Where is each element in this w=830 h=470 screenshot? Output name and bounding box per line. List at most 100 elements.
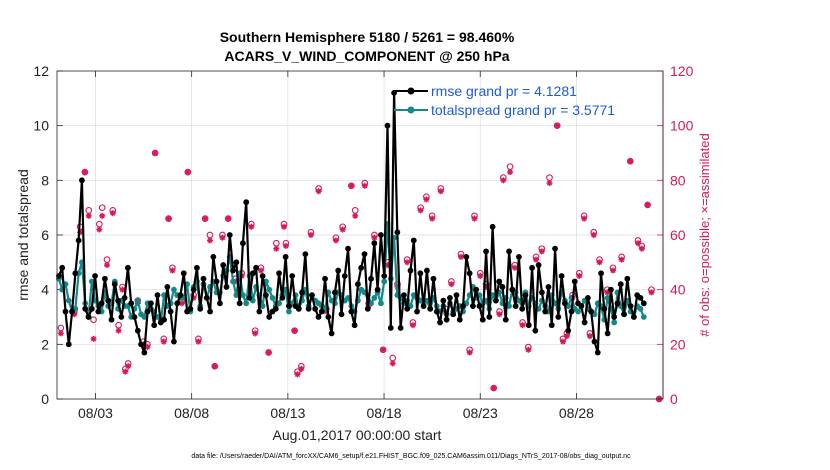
asterisk-stroke bbox=[71, 311, 77, 317]
rmse-point bbox=[108, 316, 115, 323]
obs-assimilated-point bbox=[511, 264, 518, 271]
obs-assimilated-point bbox=[273, 245, 280, 252]
asterisk-stroke bbox=[82, 169, 88, 175]
legend-rmse-marker bbox=[407, 87, 415, 95]
totalspread-point bbox=[266, 286, 273, 293]
obs-assimilated-point bbox=[169, 267, 176, 274]
asterisk-stroke bbox=[500, 177, 506, 183]
left-tick-label: 4 bbox=[41, 282, 49, 298]
rmse-point bbox=[276, 270, 282, 277]
left-tick-label: 6 bbox=[41, 227, 49, 243]
obs-assimilated-point bbox=[248, 223, 255, 230]
asterisk-stroke bbox=[627, 158, 633, 164]
obs-assimilated-point bbox=[165, 215, 172, 222]
rmse-point bbox=[535, 262, 542, 268]
rmse-point bbox=[154, 292, 161, 299]
rmse-point bbox=[335, 267, 342, 274]
rmse-point bbox=[578, 303, 585, 309]
rmse-point bbox=[611, 314, 618, 320]
rmse-point bbox=[466, 270, 473, 277]
rmse-point bbox=[394, 229, 401, 236]
asterisk-stroke bbox=[496, 311, 503, 317]
rmse-point bbox=[141, 349, 148, 356]
rmse-point bbox=[381, 273, 388, 279]
obs-assimilated-point bbox=[332, 237, 339, 244]
asterisk-stroke bbox=[125, 363, 131, 369]
totalspread-point bbox=[371, 294, 378, 301]
rmse-point bbox=[338, 311, 345, 318]
asterisk-stroke bbox=[90, 336, 97, 342]
rmse-point bbox=[174, 300, 181, 307]
obs-assimilated-point bbox=[477, 273, 484, 279]
rmse-point bbox=[384, 122, 391, 129]
obs-assimilated-point bbox=[85, 212, 92, 219]
totalspread-point bbox=[381, 278, 388, 285]
left-tick-label: 12 bbox=[33, 63, 49, 79]
obs-assimilated-point bbox=[361, 182, 368, 189]
obs-assimilated-point bbox=[634, 240, 641, 247]
obs-assimilated-point bbox=[500, 177, 507, 184]
right-tick-label: 40 bbox=[670, 282, 686, 298]
rmse-point bbox=[499, 284, 506, 290]
totalspread-point bbox=[276, 300, 282, 307]
asterisk-stroke bbox=[610, 267, 616, 274]
rmse-point bbox=[233, 259, 240, 266]
x-axis-label: Aug.01,2017 00:00:00 start bbox=[273, 427, 442, 443]
rmse-point bbox=[295, 305, 302, 312]
asterisk-stroke bbox=[273, 246, 279, 252]
rmse-point bbox=[621, 311, 627, 318]
asterisk-stroke bbox=[533, 257, 539, 263]
rmse-point bbox=[378, 232, 384, 238]
rmse-point bbox=[624, 275, 631, 282]
rmse-point bbox=[144, 308, 151, 315]
obs-assimilated-point bbox=[563, 333, 570, 340]
left-tick-label: 0 bbox=[41, 391, 49, 407]
obs-assimilated-point bbox=[206, 237, 213, 244]
asterisk-stroke bbox=[281, 224, 287, 230]
plot-frame bbox=[56, 70, 664, 400]
rmse-point bbox=[289, 273, 296, 279]
y-axis-label-left: rmse and totalspread bbox=[15, 169, 31, 301]
rmse-point bbox=[506, 248, 512, 255]
obs-assimilated-point bbox=[490, 385, 497, 392]
chart-title-line1: Southern Hemisphere 5180 / 5261 = 98.460… bbox=[220, 29, 515, 45]
asterisk-stroke bbox=[348, 183, 354, 189]
rmse-point bbox=[371, 240, 378, 247]
rmse-point bbox=[243, 199, 250, 206]
asterisk-stroke bbox=[179, 300, 185, 306]
asterisk-stroke bbox=[291, 328, 298, 334]
obs-assimilated-point bbox=[160, 338, 167, 345]
rmse-point bbox=[69, 308, 75, 315]
rmse-point bbox=[187, 305, 194, 312]
asterisk-stroke bbox=[491, 385, 497, 391]
rmse-point bbox=[72, 270, 79, 277]
rmse-point bbox=[562, 300, 568, 307]
obs-assimilated-point bbox=[265, 349, 272, 356]
asterisk-stroke bbox=[576, 273, 582, 279]
obs-assimilated-point bbox=[380, 346, 387, 353]
rmse-point bbox=[315, 314, 322, 320]
rmse-point bbox=[407, 267, 414, 274]
asterisk-stroke bbox=[258, 267, 264, 274]
rmse-point bbox=[345, 245, 351, 252]
rmse-point bbox=[236, 300, 243, 307]
rmse-point bbox=[118, 314, 125, 320]
rmse-point bbox=[397, 325, 404, 331]
obs-assimilated-point bbox=[115, 327, 122, 334]
rmse-point bbox=[588, 308, 595, 315]
rmse-point bbox=[256, 308, 263, 315]
left-axis-ticks: 0 2 4 6 8 10 12 bbox=[33, 63, 63, 407]
rmse-point bbox=[522, 292, 529, 299]
totalspread-point bbox=[134, 297, 141, 304]
totalspread-point bbox=[286, 308, 292, 315]
asterisk-stroke bbox=[619, 257, 625, 263]
asterisk-stroke bbox=[144, 344, 151, 350]
asterisk-stroke bbox=[362, 183, 368, 189]
rmse-point bbox=[128, 300, 135, 307]
asterisk-stroke bbox=[152, 150, 158, 156]
asterisk-stroke bbox=[110, 210, 116, 216]
rmse-point bbox=[358, 264, 365, 271]
asterisk-stroke bbox=[283, 243, 289, 249]
asterisk-stroke bbox=[581, 216, 587, 222]
asterisk-stroke bbox=[122, 369, 128, 375]
